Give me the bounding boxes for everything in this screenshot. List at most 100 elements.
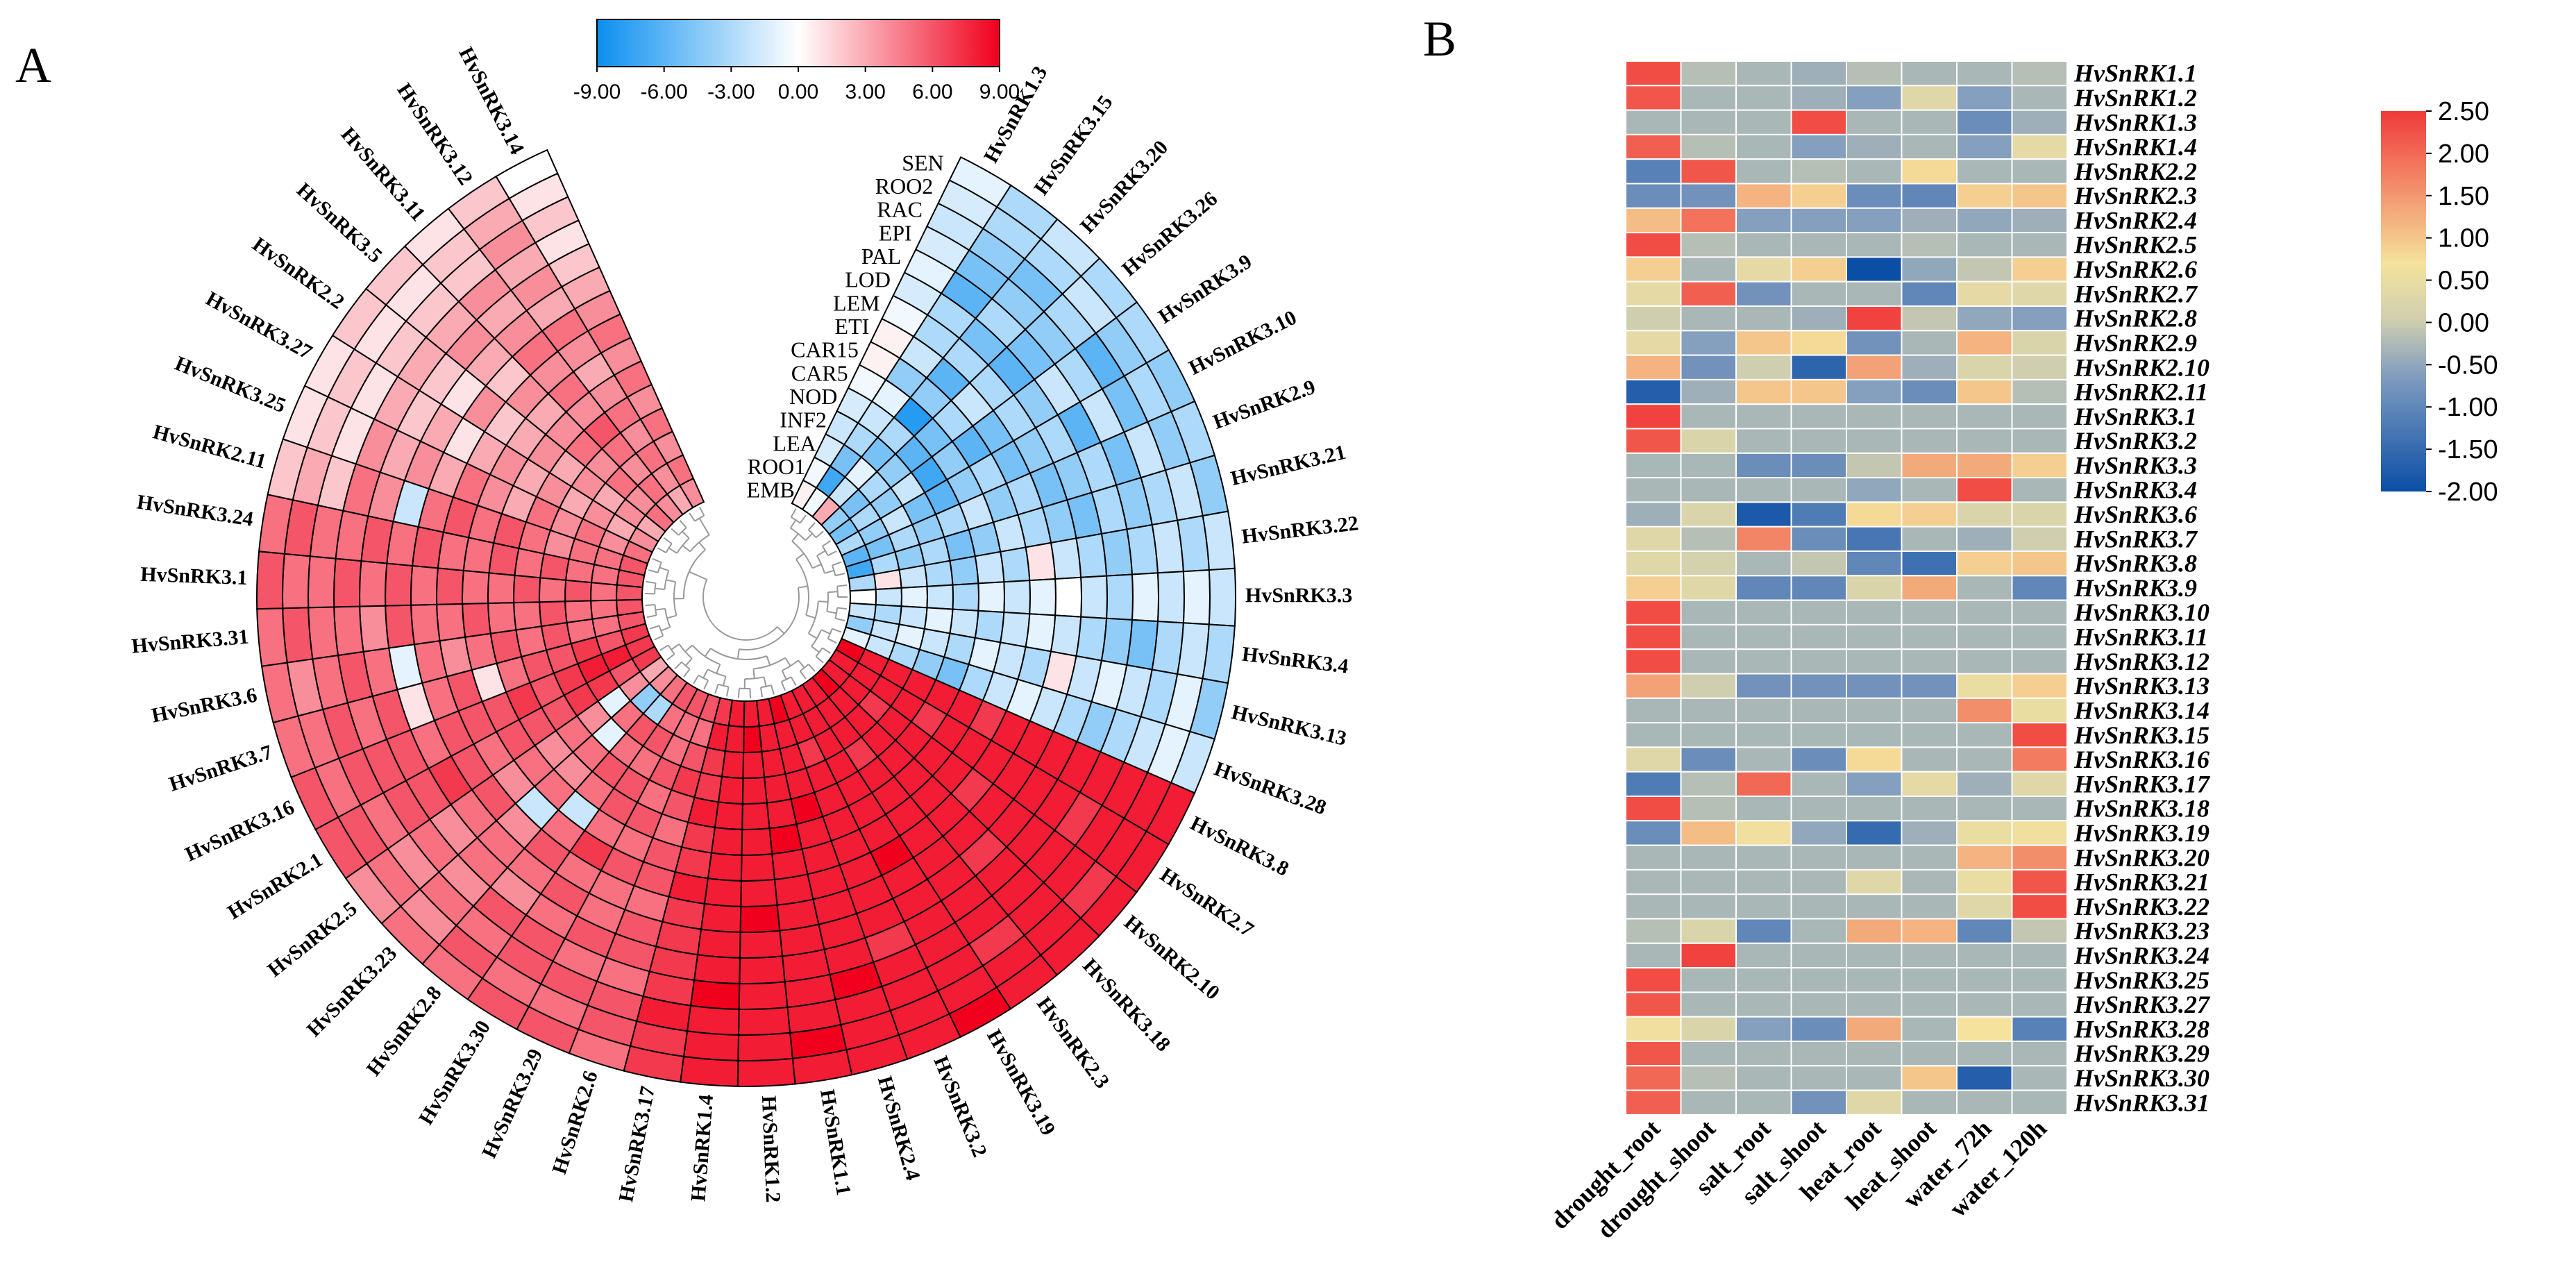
heatmap-cell [1029,578,1057,616]
dendrogram-branch [736,649,740,659]
dendrogram-branch [805,614,816,619]
heatmap-cell [1790,428,1847,454]
heatmap-cell [1846,158,1903,185]
dendrogram-branch [704,648,712,657]
gene-label: HvSnRK3.30 [2073,1064,2209,1092]
heatmap-cell [1956,256,2013,283]
dendrogram-branch [702,579,778,641]
dendrogram-branch [681,661,691,670]
heatmap-cell [738,981,789,1010]
heatmap-cell [1106,573,1134,621]
heatmap-cell [1680,109,1737,135]
dendrogram-branch [725,687,730,697]
dendrogram-branch [702,669,709,679]
heatmap-cell [700,902,742,933]
heatmap-cell [1735,256,1792,283]
dendrogram-branch [693,675,700,684]
dendrogram-branch [744,676,764,680]
gene-label: HvSnRK3.25 [171,352,289,417]
heatmap-cell [1846,452,1903,479]
gene-label: HvSnRK2.11 [2073,378,2208,406]
colorbar-tick-label: 9.00 [979,81,1020,103]
heatmap-cell [923,560,954,587]
dendrogram-branch [827,591,838,594]
heatmap-cell [1901,207,1958,234]
heatmap-cell [1680,330,1737,356]
heatmap-cell [1735,305,1792,332]
heatmap-cell [1735,967,1792,993]
gene-label: HvSnRK3.29 [478,1045,547,1162]
heatmap-cell [1050,614,1082,657]
gene-label: HvSnRK3.7 [167,741,276,796]
gene-label: HvSnRK3.21 [2073,868,2209,896]
dendrogram-branch [667,644,675,655]
heatmap-cell [1956,403,2013,430]
heatmap-cell [1846,623,1903,650]
heatmap-cell [1625,428,1682,454]
heatmap-cell [1680,354,1737,380]
heatmap-cell [1680,623,1737,650]
gene-label: HvSnRK3.23 [2073,917,2209,945]
heatmap-cell [1000,546,1031,583]
heatmap-cell [686,1005,740,1036]
gene-label: HvSnRK3.27 [2073,991,2211,1018]
heatmap-cell [1680,1065,1737,1091]
heatmap-cell [740,853,775,882]
heatmap-cell [741,827,773,856]
gene-label: HvSnRK2.5 [2073,231,2197,259]
heatmap-cell [1901,893,1958,920]
heatmap-cell [1956,109,2013,135]
heatmap-cell [2011,722,2068,748]
colorbar-tick-label: -1.50 [2438,435,2498,464]
heatmap-cell [1790,501,1847,528]
gene-label: HvSnRK2.7 [2073,280,2198,308]
heatmap-cell [1846,207,1903,234]
heatmap-cell [1790,133,1847,160]
heatmap-cell [1956,280,2013,308]
dendrogram-branch [834,607,839,619]
heatmap-cell [1846,648,1903,675]
heatmap-cell [256,551,285,610]
heatmap-cell [1956,893,2013,920]
heatmap-cell [741,776,768,805]
gene-label: HvSnRK3.6 [2073,501,2197,528]
panel-a-letter: A [15,37,51,93]
heatmap-cell [1075,532,1108,578]
dendrogram-branch [684,657,693,666]
gene-label: HvSnRK3.19 [2073,819,2209,847]
gene-label: HvSnRK3.16 [2073,746,2209,773]
heatmap-cell [1680,599,1737,625]
heatmap-cell [900,585,928,609]
heatmap-cell [1901,623,1958,650]
heatmap-cell [696,928,741,959]
heatmap-cell [2011,477,2068,503]
gene-label: HvSnRK3.10 [1185,306,1300,380]
dendrogram-branch [826,592,830,612]
gene-label: HvSnRK1.2 [2073,84,2197,112]
gene-label: HvSnRK3.9 [1154,250,1256,328]
heatmap-cell [1956,673,2013,699]
heatmap-cell [714,801,743,830]
heatmap-cell [1901,648,1958,675]
heatmap-cell [1680,158,1737,185]
heatmap-cell [1735,722,1792,748]
heatmap-cell [1956,722,2013,748]
heatmap-cell [2011,820,2068,846]
heatmap-cell [487,572,516,605]
heatmap-cell [1956,623,2013,650]
dendrogram-branch [658,625,664,637]
heatmap-cell [2011,1041,2068,1067]
tissue-label: SEN [902,150,943,175]
heatmap-cell [1790,771,1847,797]
heatmap-cell [1846,428,1903,454]
heatmap-cell [1790,1089,1847,1116]
dendrogram-branch [790,527,806,541]
heatmap-cell [1680,526,1737,553]
heatmap-cell [707,852,743,882]
heatmap-cell [1735,771,1792,797]
dendrogram-branch [781,670,787,680]
heatmap-cell [2011,967,2068,993]
gene-label: HvSnRK2.6 [2073,255,2197,283]
heatmap-cell [1625,771,1682,797]
gene-label: HvSnRK2.4 [2073,206,2197,234]
